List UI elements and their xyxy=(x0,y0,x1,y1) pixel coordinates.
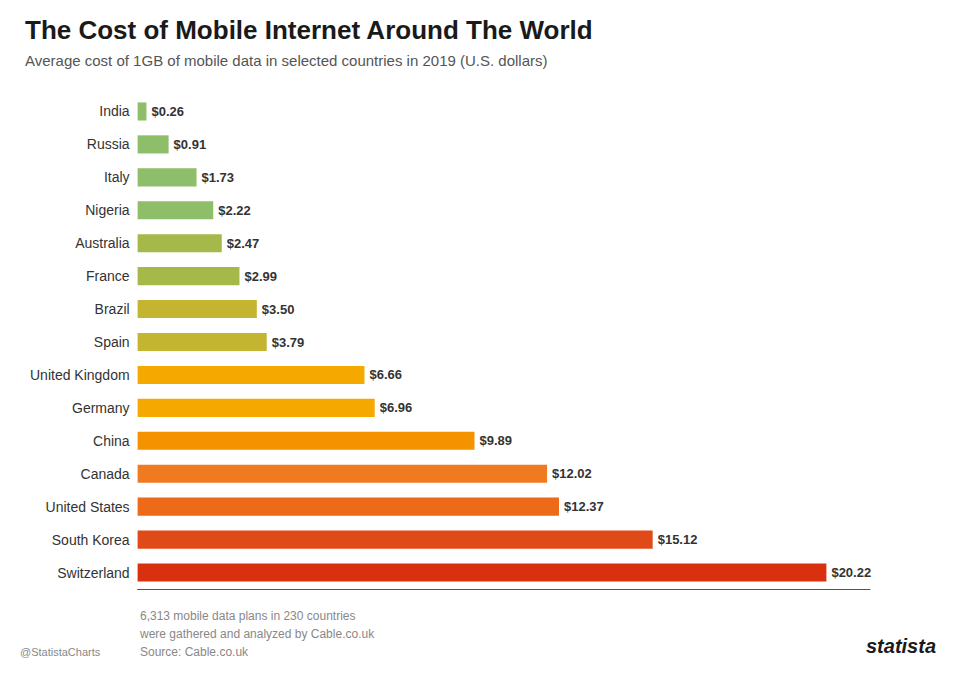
svg-text:$20.22: $20.22 xyxy=(831,565,871,580)
svg-text:$9.89: $9.89 xyxy=(480,433,513,448)
svg-text:Brazil: Brazil xyxy=(95,301,130,317)
svg-text:$2.22: $2.22 xyxy=(218,203,251,218)
svg-text:$3.79: $3.79 xyxy=(272,335,305,350)
svg-text:Australia: Australia xyxy=(75,235,130,251)
svg-text:$0.91: $0.91 xyxy=(174,137,207,152)
svg-text:statista: statista xyxy=(866,635,936,657)
svg-text:Spain: Spain xyxy=(94,334,130,350)
svg-text:$0.26: $0.26 xyxy=(151,104,184,119)
svg-text:Italy: Italy xyxy=(104,169,130,185)
svg-text:United States: United States xyxy=(46,499,130,515)
svg-text:$12.02: $12.02 xyxy=(552,466,592,481)
svg-text:France: France xyxy=(86,268,130,284)
svg-text:India: India xyxy=(99,103,130,119)
svg-text:Average cost of 1GB of mobile: Average cost of 1GB of mobile data in se… xyxy=(25,52,548,69)
svg-text:United Kingdom: United Kingdom xyxy=(30,367,130,383)
svg-text:$15.12: $15.12 xyxy=(658,532,698,547)
svg-text:Switzerland: Switzerland xyxy=(57,565,129,581)
svg-text:6,313 mobile data plans in 230: 6,313 mobile data plans in 230 countries xyxy=(140,609,355,623)
svg-text:$6.96: $6.96 xyxy=(380,400,413,415)
svg-text:Germany: Germany xyxy=(72,400,130,416)
svg-text:Canada: Canada xyxy=(81,466,130,482)
svg-text:Nigeria: Nigeria xyxy=(85,202,130,218)
svg-text:$1.73: $1.73 xyxy=(202,170,235,185)
svg-text:were gathered and analyzed by: were gathered and analyzed by Cable.co.u… xyxy=(139,627,375,641)
svg-text:$12.37: $12.37 xyxy=(564,499,604,514)
svg-text:$6.66: $6.66 xyxy=(369,367,402,382)
svg-text:$3.50: $3.50 xyxy=(262,302,295,317)
svg-text:South Korea: South Korea xyxy=(52,532,130,548)
svg-text:$2.47: $2.47 xyxy=(227,236,260,251)
svg-text:The Cost of Mobile Internet Ar: The Cost of Mobile Internet Around The W… xyxy=(25,15,593,45)
svg-text:Source: Cable.co.uk: Source: Cable.co.uk xyxy=(140,645,249,659)
svg-text:China: China xyxy=(93,433,130,449)
svg-text:Russia: Russia xyxy=(87,136,130,152)
svg-text:@StatistaCharts: @StatistaCharts xyxy=(20,646,101,658)
svg-text:$2.99: $2.99 xyxy=(244,269,277,284)
